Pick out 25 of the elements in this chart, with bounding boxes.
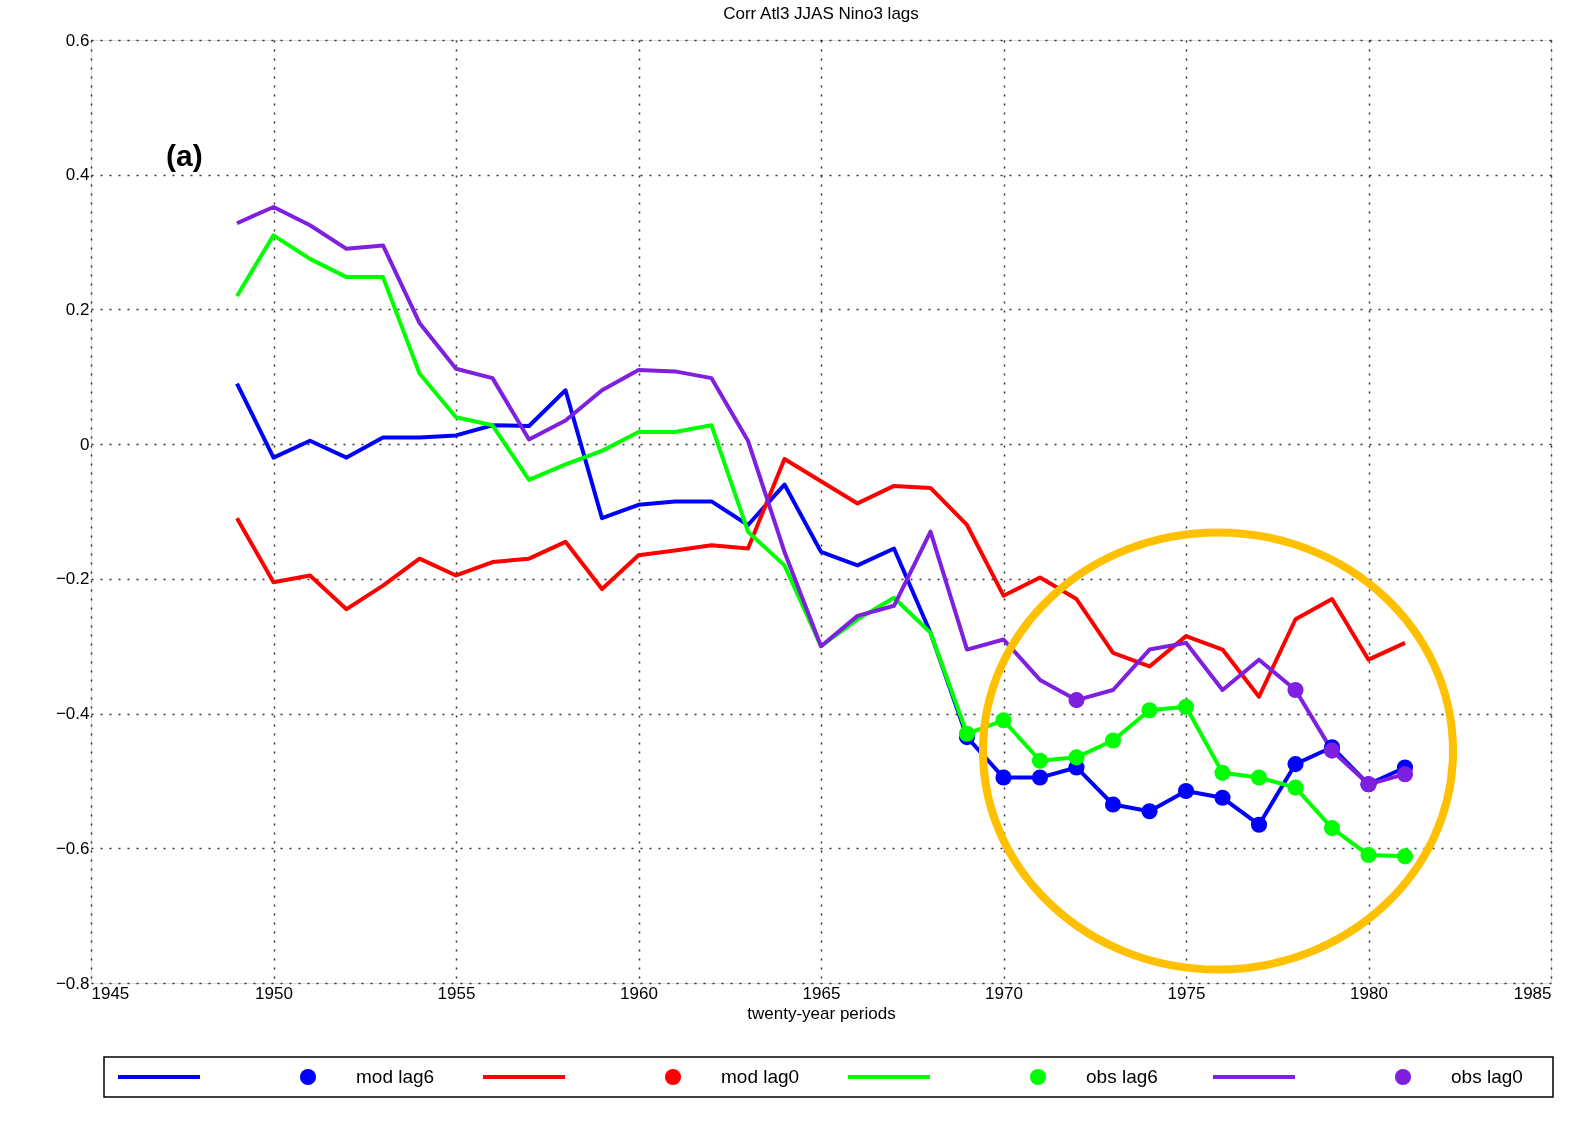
y-tick-label: −0.6 xyxy=(55,838,90,858)
y-tick-label: −0.8 xyxy=(55,973,90,993)
y-tick-label: 0.4 xyxy=(65,165,90,185)
y-tick-label: 0.2 xyxy=(65,299,90,319)
x-tick-label: 1970 xyxy=(985,983,1023,1003)
chart-title: Corr Atl3 JJAS Nino3 lags xyxy=(723,4,919,23)
x-tick-label: 1975 xyxy=(1167,983,1206,1003)
y-tick-label: −0.2 xyxy=(55,569,90,589)
x-axis-title: twenty-year periods xyxy=(747,1003,896,1023)
x-tick-label: 1965 xyxy=(802,983,841,1003)
y-tick-label: 0.6 xyxy=(65,30,90,50)
x-tick-label: 1950 xyxy=(255,983,293,1003)
y-tick-label: 0 xyxy=(80,434,90,454)
annotation: (a) xyxy=(166,139,203,172)
legend-label: obs lag0 xyxy=(1451,1066,1523,1087)
legend-label: mod lag0 xyxy=(721,1066,800,1087)
legend-label: obs lag6 xyxy=(1086,1066,1158,1087)
x-tick-label: 1985 xyxy=(1513,983,1552,1003)
legend-label: mod lag6 xyxy=(356,1066,435,1087)
x-tick-label: 1955 xyxy=(437,983,476,1003)
y-tick-label: −0.4 xyxy=(55,704,90,724)
x-tick-label: 1960 xyxy=(620,983,658,1003)
x-tick-label: 1945 xyxy=(91,983,130,1003)
line-series xyxy=(235,456,1407,699)
x-tick-label: 1980 xyxy=(1350,983,1388,1003)
